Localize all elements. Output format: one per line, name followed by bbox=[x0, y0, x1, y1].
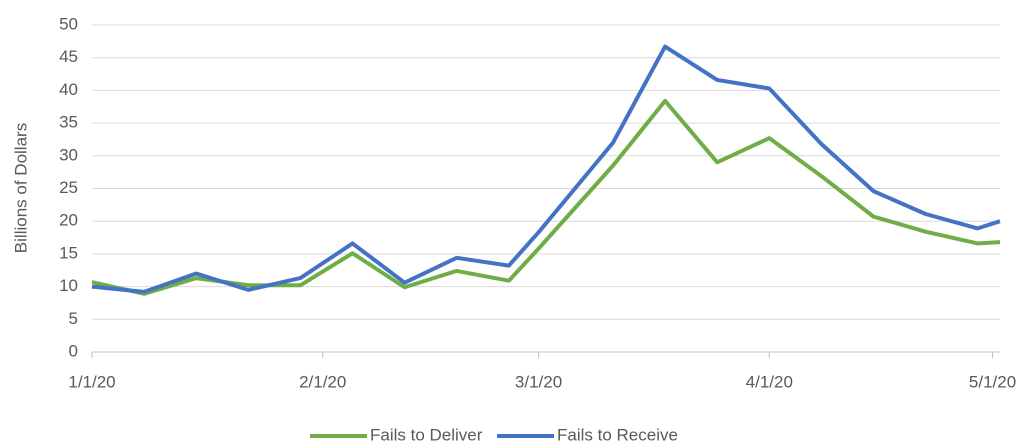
y-tick-label: 25 bbox=[59, 178, 78, 197]
legend-label: Fails to Receive bbox=[557, 425, 678, 444]
x-tick-label: 1/1/20 bbox=[68, 372, 115, 391]
x-tick-label: 2/1/20 bbox=[299, 372, 346, 391]
y-tick-label: 5 bbox=[69, 309, 78, 328]
y-tick-label: 30 bbox=[59, 145, 78, 164]
y-tick-label: 0 bbox=[69, 341, 78, 360]
y-tick-label: 35 bbox=[59, 113, 78, 132]
y-axis-label: Billions of Dollars bbox=[11, 123, 30, 253]
x-tick-label: 3/1/20 bbox=[515, 372, 562, 391]
x-tick-label: 4/1/20 bbox=[746, 372, 793, 391]
y-tick-label: 20 bbox=[59, 211, 78, 230]
y-tick-label: 15 bbox=[59, 243, 78, 262]
series-line bbox=[91, 44, 1001, 294]
y-tick-label: 45 bbox=[59, 47, 78, 66]
y-tick-label: 40 bbox=[59, 80, 78, 99]
series-line bbox=[91, 98, 1001, 296]
y-tick-label: 10 bbox=[59, 276, 78, 295]
y-tick-label: 50 bbox=[59, 14, 78, 33]
legend-label: Fails to Deliver bbox=[370, 425, 483, 444]
x-tick-label: 5/1/20 bbox=[969, 372, 1016, 391]
